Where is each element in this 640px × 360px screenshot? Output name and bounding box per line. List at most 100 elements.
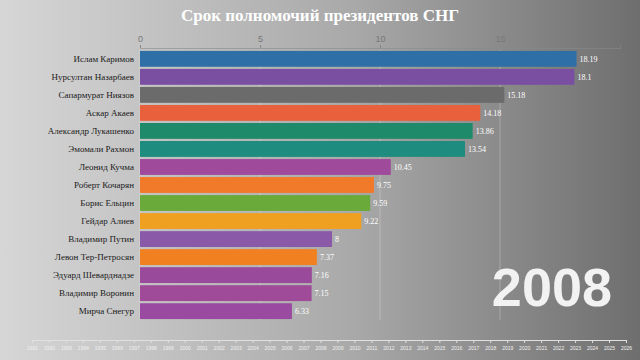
tick-mark <box>287 340 288 343</box>
tick-mark <box>185 340 186 343</box>
tick-label: 2014 <box>417 345 428 351</box>
tick: 2011 <box>367 340 378 351</box>
tick: 1998 <box>146 340 157 351</box>
bar <box>140 231 332 247</box>
category-label: Роберт Кочарян <box>74 180 134 190</box>
tick: 1999 <box>163 340 174 351</box>
background <box>0 0 640 360</box>
tick: 10 <box>375 34 385 48</box>
tick-label: 10 <box>375 34 385 44</box>
tick: 5 <box>258 34 263 48</box>
tick: 2008 <box>315 340 326 351</box>
tick: 2026 <box>621 340 632 351</box>
tick-mark <box>371 340 372 343</box>
tick-mark <box>422 340 423 343</box>
category-label: Мирча Снегур <box>79 306 135 316</box>
data-label: 10.45 <box>394 163 412 172</box>
data-label: 18.1 <box>577 73 591 82</box>
category-labels: Ислам Каримов Нурсултан Назарбаев Сапармур… <box>48 54 135 316</box>
category-label: Нурсултан Назарбаев <box>52 72 134 82</box>
tick: 1993 <box>61 340 72 351</box>
tick-label: 2006 <box>282 345 293 351</box>
tick-label: 15 <box>495 34 505 44</box>
tick-mark <box>100 340 101 343</box>
tick: 2013 <box>400 340 411 351</box>
tick-label: 2016 <box>451 345 462 351</box>
chart: Срок полномочий президентов СНГ 0 5 10 15 Исл… <box>0 0 640 360</box>
bar <box>140 267 312 283</box>
tick: 2007 <box>298 340 309 351</box>
bar <box>140 159 391 175</box>
category-label: Левон Тер-Петросян <box>55 252 134 262</box>
tick-mark <box>219 340 220 343</box>
bar <box>140 123 473 139</box>
tick-mark <box>49 340 50 343</box>
tick-mark <box>473 340 474 343</box>
title: Срок полномочий президентов СНГ <box>181 6 459 25</box>
tick-mark <box>354 340 355 343</box>
tick-label: 0 <box>138 34 143 44</box>
tick: 2018 <box>485 340 496 351</box>
data-label: 6.33 <box>295 307 309 316</box>
category-label: Гейдар Алиев <box>81 216 134 226</box>
tick-label: 2026 <box>621 345 632 351</box>
tick-label: 2025 <box>604 345 615 351</box>
tick-mark <box>202 340 203 343</box>
tick-label: 1992 <box>44 345 55 351</box>
category-label: Леонид Кучма <box>79 162 134 172</box>
category-label: Владимир Воронин <box>59 288 134 298</box>
tick-mark <box>558 340 559 343</box>
tick-label: 2023 <box>570 345 581 351</box>
tick-mark <box>380 45 381 48</box>
data-label: 13.54 <box>468 145 486 154</box>
tick: 15 <box>495 34 505 48</box>
tick-mark <box>140 45 141 48</box>
bar <box>140 87 504 103</box>
data-label: 8 <box>335 235 339 244</box>
tick: 2017 <box>468 340 479 351</box>
tick: 1997 <box>129 340 140 351</box>
tick-label: 1994 <box>78 345 89 351</box>
category-label: Ислам Каримов <box>73 54 134 64</box>
data-label: 14.18 <box>483 109 501 118</box>
tick: 2025 <box>604 340 615 351</box>
tick: 2019 <box>502 340 513 351</box>
tick-label: 1993 <box>61 345 72 351</box>
tick-mark <box>270 340 271 343</box>
tick-label: 2019 <box>502 345 513 351</box>
tick-label: 1995 <box>95 345 106 351</box>
category-label: Сапармурат Ниязов <box>59 90 134 100</box>
tick-label: 1997 <box>129 345 140 351</box>
tick-mark <box>253 340 254 343</box>
tick: 2010 <box>349 340 360 351</box>
tick-label: 2015 <box>434 345 445 351</box>
category-label: Эмомали Рахмон <box>68 144 134 154</box>
tick: 1991 <box>27 340 38 351</box>
tick-mark <box>575 340 576 343</box>
tick: 2024 <box>587 340 598 351</box>
data-label: 13.86 <box>476 127 494 136</box>
tick: 2012 <box>383 340 394 351</box>
tick-mark <box>66 340 67 343</box>
data-label: 7.37 <box>320 253 334 262</box>
bar <box>140 105 480 121</box>
tick-mark <box>609 340 610 343</box>
tick: 1996 <box>112 340 123 351</box>
annotation: 2008 <box>492 257 612 317</box>
tick: 2022 <box>553 340 564 351</box>
tick: 2002 <box>214 340 225 351</box>
tick-label: 2022 <box>553 345 564 351</box>
tick: 2006 <box>282 340 293 351</box>
category-label: Эдуард Шеварднадзе <box>53 270 134 280</box>
tick: 2001 <box>197 340 208 351</box>
tick: 1992 <box>44 340 55 351</box>
tick-label: 2011 <box>367 345 378 351</box>
data-label: 18.19 <box>580 55 598 64</box>
tick-mark <box>134 340 135 343</box>
tick-mark <box>626 340 627 343</box>
tick: 2003 <box>231 340 242 351</box>
tick-label: 2012 <box>383 345 394 351</box>
bar <box>140 285 312 301</box>
tick-mark <box>321 340 322 343</box>
tick: 2021 <box>536 340 547 351</box>
